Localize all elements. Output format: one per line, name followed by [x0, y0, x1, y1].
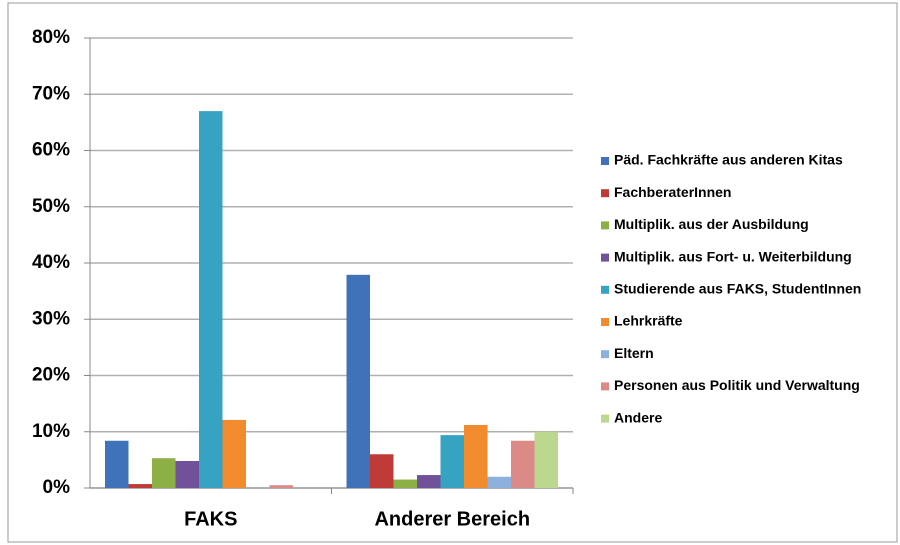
y-tick-label: 0%: [43, 477, 71, 498]
y-tick-label: 20%: [32, 365, 70, 386]
bar: [199, 111, 223, 488]
legend-swatch: [601, 189, 609, 198]
bar: [417, 475, 441, 488]
legend-swatch: [601, 157, 609, 165]
y-tick-label: 60%: [32, 140, 70, 161]
x-tick-label: Anderer Bereich: [374, 508, 530, 530]
bar: [370, 454, 394, 488]
bar: [175, 461, 199, 488]
legend-label: Andere: [614, 409, 662, 425]
y-tick-label: 40%: [32, 252, 70, 273]
legend-swatch: [601, 221, 609, 230]
legend-label: FachberaterInnen: [614, 184, 731, 200]
x-tick-label: FAKS: [184, 508, 237, 530]
y-tick-label: 50%: [32, 196, 70, 217]
bar: [269, 485, 293, 488]
legend-label: Personen aus Politik und Verwaltung: [614, 377, 860, 393]
legend-swatch: [601, 285, 609, 294]
y-tick-label: 10%: [32, 421, 70, 442]
bar: [487, 476, 511, 488]
bar: [105, 440, 129, 488]
bar: [440, 435, 464, 488]
bar: [128, 484, 152, 488]
legend-label: Päd. Fachkräfte aus anderen Kitas: [614, 152, 843, 168]
bar: [534, 431, 558, 488]
bar: [393, 479, 417, 488]
bar: [464, 425, 488, 488]
legend-label: Studierende aus FAKS, StudentInnen: [614, 281, 861, 297]
bar: [152, 458, 176, 488]
y-tick-label: 70%: [32, 83, 70, 104]
legend-swatch: [601, 382, 609, 391]
y-tick-label: 30%: [32, 308, 70, 329]
bar: [346, 274, 370, 488]
legend-swatch: [601, 350, 609, 359]
legend-label: Lehrkräfte: [614, 313, 683, 329]
bar: [511, 440, 535, 488]
legend-swatch: [601, 414, 609, 423]
legend-swatch: [601, 253, 609, 262]
legend-label: Multiplik. aus der Ausbildung: [614, 216, 809, 232]
legend-label: Eltern: [614, 345, 654, 361]
y-tick-label: 80%: [32, 27, 70, 48]
bar: [222, 419, 246, 488]
legend-label: Multiplik. aus Fort- u. Weiterbildung: [614, 248, 852, 264]
legend-swatch: [601, 318, 609, 326]
